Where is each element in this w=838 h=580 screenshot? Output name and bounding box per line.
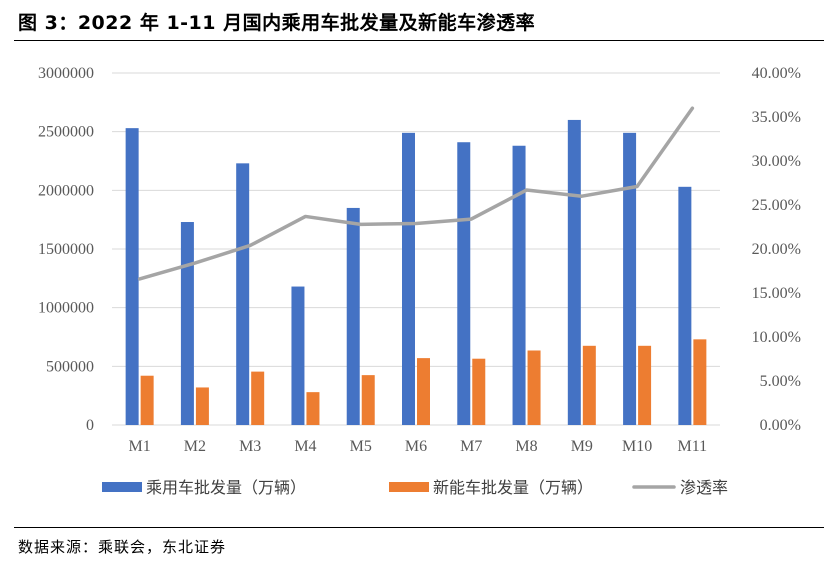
x-tick-label: M5 <box>350 438 372 455</box>
title-rule <box>14 40 824 41</box>
bar-passenger-vehicle <box>567 119 581 425</box>
figure-title: 图 3：2022 年 1-11 月国内乘用车批发量及新能车渗透率 <box>18 12 536 34</box>
x-tick-label: M10 <box>622 438 652 455</box>
legend-passenger-vehicle-label: 乘用车批发量（万辆） <box>146 478 306 497</box>
bar-nev <box>195 387 209 425</box>
bar-passenger-vehicle <box>457 142 471 425</box>
bar-passenger-vehicle <box>346 207 360 425</box>
left-axis-ticks: 0 500000 1000000 1500000 2000000 2500000 30000… <box>38 65 94 434</box>
x-tick-label: M11 <box>678 438 708 455</box>
bar-passenger-vehicle <box>678 186 692 425</box>
bar-passenger-vehicle <box>291 286 305 425</box>
x-tick-label: M7 <box>460 438 482 455</box>
y-right-tick-label: 20.00% <box>752 241 801 258</box>
bar-nev <box>140 375 154 425</box>
x-tick-label: M8 <box>515 438 537 455</box>
y-right-tick-label: 5.00% <box>760 373 801 390</box>
y-left-tick-label: 0 <box>86 417 94 434</box>
chart: 0 500000 1000000 1500000 2000000 2500000 30000… <box>38 65 801 497</box>
y-right-tick-label: 40.00% <box>752 65 801 82</box>
y-left-tick-label: 3000000 <box>38 65 94 82</box>
bars <box>125 119 707 425</box>
footer-rule <box>14 527 824 528</box>
y-left-tick-label: 500000 <box>46 358 94 375</box>
legend-passenger-vehicle-swatch <box>102 482 142 492</box>
x-tick-label: M4 <box>294 438 316 455</box>
bar-passenger-vehicle <box>180 222 194 425</box>
legend-nev-swatch <box>389 482 429 492</box>
x-tick-label: M3 <box>239 438 261 455</box>
right-axis-ticks: 0.00% 5.00% 10.00% 15.00% 20.00% 25.00% 30.00%… <box>752 65 801 434</box>
bar-nev <box>638 345 652 425</box>
bar-nev <box>251 371 265 425</box>
y-left-tick-label: 2500000 <box>38 124 94 141</box>
legend-penetration-rate-label: 渗透率 <box>680 478 728 497</box>
y-right-tick-label: 30.00% <box>752 153 801 170</box>
x-tick-label: M1 <box>129 438 151 455</box>
legend-nev-label: 新能车批发量（万辆） <box>433 478 593 497</box>
y-left-tick-label: 1500000 <box>38 241 94 258</box>
x-axis-ticks: M1 M2 M3 M4 M5 M6 M7 M8 M9 M10 M11 <box>129 438 708 455</box>
bar-nev <box>306 392 320 425</box>
source-note: 数据来源：乘联会，东北证券 <box>18 538 227 556</box>
bar-passenger-vehicle <box>623 132 637 425</box>
bar-nev <box>582 345 596 425</box>
bar-passenger-vehicle <box>402 132 415 425</box>
y-right-tick-label: 0.00% <box>760 417 801 434</box>
bar-passenger-vehicle <box>512 145 526 425</box>
y-right-tick-label: 25.00% <box>752 197 801 214</box>
y-left-tick-label: 2000000 <box>38 182 94 199</box>
x-tick-label: M6 <box>405 438 427 455</box>
x-tick-label: M2 <box>184 438 206 455</box>
y-right-tick-label: 35.00% <box>752 109 801 126</box>
bar-nev <box>361 375 375 425</box>
gridlines <box>112 72 720 426</box>
y-right-tick-label: 15.00% <box>752 285 801 302</box>
penetration-rate-line <box>137 106 695 281</box>
y-left-tick-label: 1000000 <box>38 300 94 317</box>
bar-nev <box>417 358 430 425</box>
bar-nev <box>693 339 707 425</box>
bar-passenger-vehicle <box>125 128 139 425</box>
bar-nev <box>472 358 486 425</box>
legend: 乘用车批发量（万辆） 新能车批发量（万辆） 渗透率 <box>102 478 728 497</box>
penetration-line <box>137 106 695 281</box>
bar-passenger-vehicle <box>236 163 250 425</box>
bar-nev <box>527 350 541 425</box>
y-right-tick-label: 10.00% <box>752 329 801 346</box>
x-tick-label: M9 <box>571 438 593 455</box>
